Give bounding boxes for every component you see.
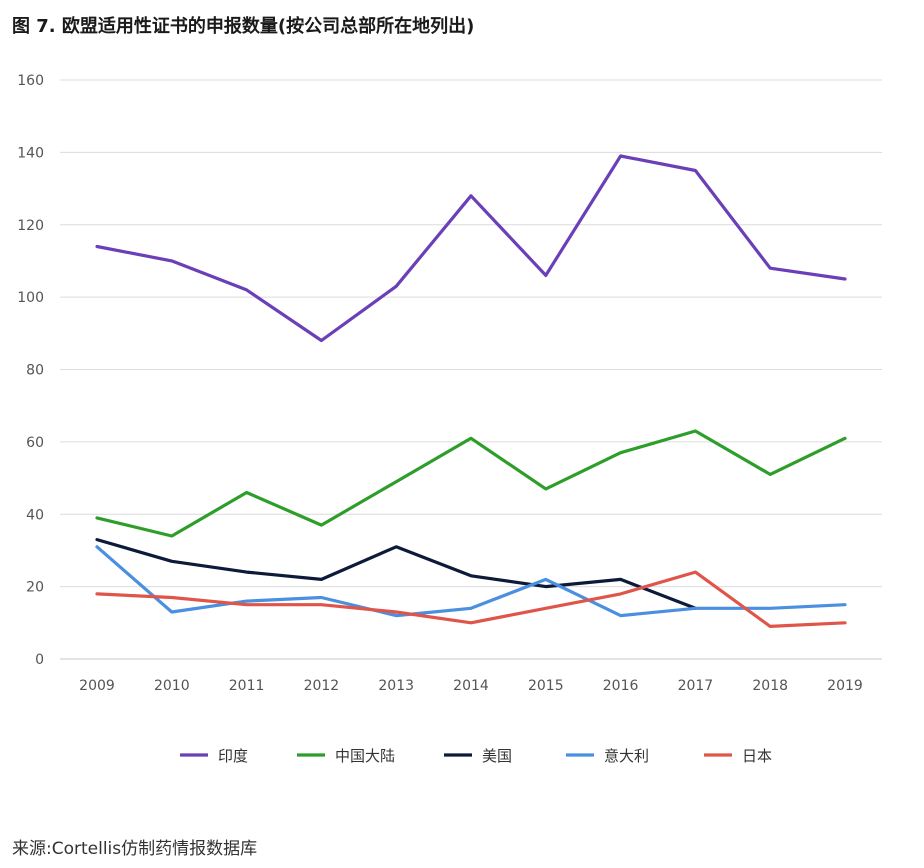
chart-title: 图 7. 欧盟适用性证书的申报数量(按公司总部所在地列出): [12, 16, 475, 37]
series-lines: [95, 154, 847, 628]
x-tick-label: 2014: [453, 678, 489, 694]
y-tick-label: 40: [26, 507, 44, 523]
y-tick-label: 120: [17, 218, 44, 234]
y-tick-label: 60: [26, 435, 44, 451]
source-note: 来源:Cortellis仿制药情报数据库: [12, 839, 258, 859]
legend-label-0: 印度: [218, 747, 248, 765]
y-tick-label: 0: [35, 652, 44, 668]
x-tick-label: 2013: [378, 678, 414, 694]
y-tick-label: 20: [26, 580, 44, 596]
legend-label-4: 日本: [742, 747, 772, 765]
y-tick-label: 80: [26, 363, 44, 379]
x-tick-label: 2011: [229, 678, 265, 694]
x-tick-label: 2018: [752, 678, 788, 694]
legend-label-1: 中国大陆: [335, 747, 395, 765]
x-tick-label: 2012: [304, 678, 340, 694]
legend: 印度 中国大陆 美国 意大利 日本: [180, 747, 772, 765]
x-tick-label: 2015: [528, 678, 564, 694]
series-line-2: [95, 538, 697, 610]
gridlines: [60, 79, 882, 660]
x-axis-ticks: 2009 2010 2011 2012 2013 2014 2015 2016 2017 2018…: [79, 678, 863, 694]
x-tick-label: 2019: [827, 678, 863, 694]
y-tick-label: 100: [17, 290, 44, 306]
x-tick-label: 2017: [678, 678, 714, 694]
legend-label-3: 意大利: [604, 747, 649, 765]
y-tick-label: 140: [17, 145, 44, 161]
series-line-3: [95, 545, 847, 618]
x-tick-label: 2016: [603, 678, 639, 694]
series-line-0: [95, 154, 847, 343]
legend-label-2: 美国: [482, 747, 512, 765]
x-tick-label: 2009: [79, 678, 115, 694]
y-axis-ticks: 0 20 40 60 80 100 120 140 160: [17, 73, 44, 668]
x-tick-label: 2010: [154, 678, 190, 694]
series-line-1: [95, 429, 847, 538]
y-tick-label: 160: [17, 73, 44, 89]
series-line-4: [95, 570, 847, 628]
